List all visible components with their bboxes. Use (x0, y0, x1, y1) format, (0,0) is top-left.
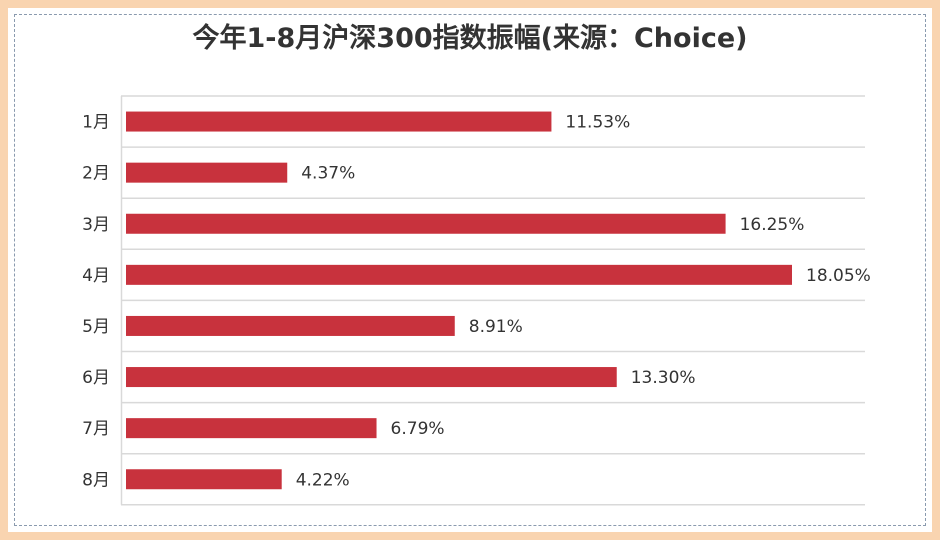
bar (126, 469, 282, 490)
data-label: 16.25% (740, 215, 805, 235)
data-label: 18.05% (806, 266, 871, 286)
bar (126, 162, 288, 183)
category-label: 3月 (82, 215, 110, 235)
category-label: 7月 (82, 419, 110, 439)
data-label: 11.53% (565, 113, 630, 133)
category-label: 6月 (82, 368, 110, 388)
data-label: 13.30% (631, 368, 696, 388)
bar (126, 315, 455, 336)
chart-inner-border (14, 14, 926, 526)
data-label: 4.22% (296, 470, 350, 490)
bar (126, 264, 792, 285)
category-label: 5月 (82, 317, 110, 337)
category-label: 8月 (82, 470, 110, 490)
bar (126, 367, 617, 388)
category-label: 4月 (82, 266, 110, 286)
category-label: 2月 (82, 164, 110, 184)
data-label: 8.91% (469, 317, 523, 337)
category-label: 1月 (82, 113, 110, 133)
data-label: 6.79% (391, 419, 445, 439)
bar (126, 111, 552, 132)
chart-title: 今年1-8月沪深300指数振幅(来源：Choice) (192, 23, 748, 54)
bar (126, 418, 377, 439)
data-label: 4.37% (301, 164, 355, 184)
bar (126, 213, 726, 234)
